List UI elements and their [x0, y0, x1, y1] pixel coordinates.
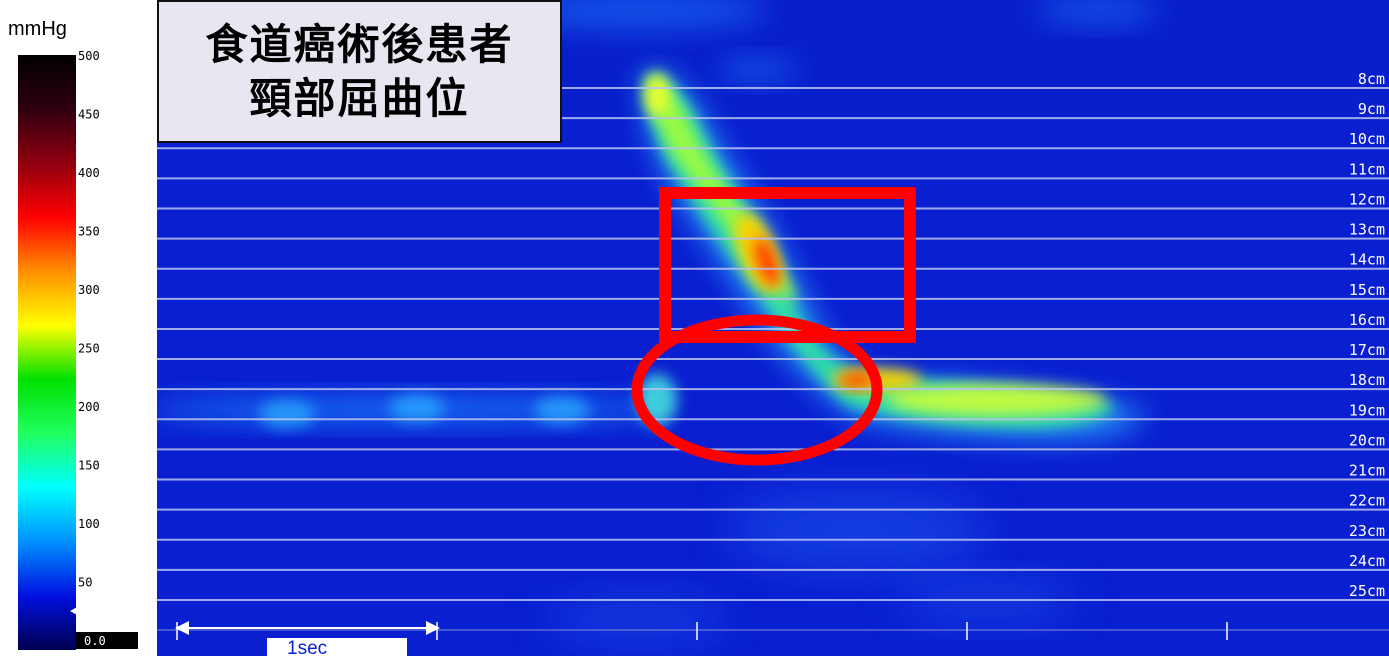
- pressure-peak: [754, 237, 780, 287]
- sensor-label: 9cm: [1358, 100, 1385, 118]
- title-box: 食道癌術後患者 頸部屈曲位: [157, 0, 562, 143]
- heatmap-blob: [507, 0, 767, 30]
- heatmap-blob: [1037, 0, 1157, 24]
- colorbar-tick-label: 250: [78, 342, 100, 356]
- colorbar-tick-label: 500: [78, 49, 100, 63]
- sensor-label: 16cm: [1349, 311, 1385, 329]
- sensor-label: 15cm: [1349, 281, 1385, 299]
- colorbar-tick-label: 400: [78, 166, 100, 180]
- colorbar-tick-label: 350: [78, 225, 100, 239]
- sensor-label: 10cm: [1349, 130, 1385, 148]
- sensor-label: 24cm: [1349, 552, 1385, 570]
- colorbar-tick-label: 100: [78, 517, 100, 531]
- sensor-label: 21cm: [1349, 462, 1385, 480]
- title-line-2: 頸部屈曲位: [249, 73, 470, 123]
- pressure-peak: [887, 384, 1107, 416]
- colorbar-tick-label: 450: [78, 108, 100, 122]
- colorbar: 500 450 400 350 300 250 200 150 100 50 0.0: [0, 0, 160, 656]
- sensor-label: 13cm: [1349, 221, 1385, 239]
- colorbar-gradient: [18, 55, 76, 650]
- sensor-label: 18cm: [1349, 371, 1385, 389]
- pressure-peak: [645, 73, 669, 117]
- colorbar-tick-label: 50: [78, 576, 92, 590]
- colorbar-tick-label: 300: [78, 283, 100, 297]
- sensor-label: 17cm: [1349, 341, 1385, 359]
- time-scale-label-box: [267, 638, 407, 658]
- sensor-label: 11cm: [1349, 160, 1385, 178]
- heatmap-blob: [259, 400, 315, 428]
- colorbar-zero-box: [76, 632, 138, 649]
- colorbar-tick-label: 0.0: [84, 634, 106, 648]
- sensor-label: 14cm: [1349, 251, 1385, 269]
- colorbar-tick-label: 200: [78, 400, 100, 414]
- heatmap-blob: [717, 58, 797, 82]
- sensor-label: 12cm: [1349, 190, 1385, 208]
- sensor-label: 8cm: [1358, 70, 1385, 88]
- heatmap-blob: [389, 394, 445, 422]
- title-line-1: 食道癌術後患者: [205, 19, 514, 69]
- time-scale-label: 1sec: [287, 638, 327, 656]
- heatmap-blob: [534, 396, 590, 424]
- sensor-label: 22cm: [1349, 492, 1385, 510]
- annotation-ellipse: [631, 314, 883, 466]
- annotation-rectangle: [659, 187, 916, 343]
- heatmap-blob: [547, 600, 727, 640]
- time-scale-arrow-left-icon: [175, 621, 189, 635]
- time-scale-arrow-right-icon: [426, 621, 440, 635]
- colorbar-svg: 500 450 400 350 300 250 200 150 100 50 0.0: [18, 49, 138, 650]
- sensor-label: 20cm: [1349, 431, 1385, 449]
- pressure-peak: [839, 372, 875, 388]
- sensor-label: 25cm: [1349, 582, 1385, 600]
- heatmap-blob: [727, 490, 987, 570]
- sensor-label: 19cm: [1349, 401, 1385, 419]
- colorbar-unit-label: mmHg: [8, 18, 67, 40]
- colorbar-marker-icon: [70, 606, 79, 616]
- colorbar-tick-label: 150: [78, 459, 100, 473]
- sensor-label: 23cm: [1349, 522, 1385, 540]
